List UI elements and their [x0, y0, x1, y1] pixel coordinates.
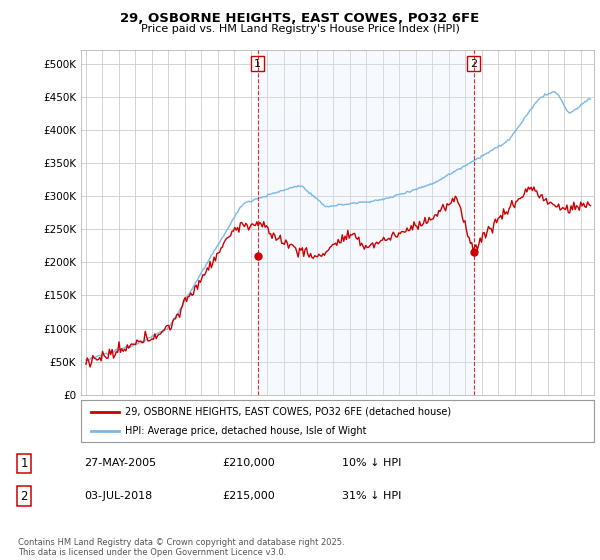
Text: 29, OSBORNE HEIGHTS, EAST COWES, PO32 6FE (detached house): 29, OSBORNE HEIGHTS, EAST COWES, PO32 6F… [125, 407, 451, 417]
Text: 2: 2 [20, 489, 28, 502]
Text: HPI: Average price, detached house, Isle of Wight: HPI: Average price, detached house, Isle… [125, 426, 366, 436]
Text: 1: 1 [20, 457, 28, 470]
Text: £210,000: £210,000 [222, 459, 275, 468]
Text: Contains HM Land Registry data © Crown copyright and database right 2025.
This d: Contains HM Land Registry data © Crown c… [18, 538, 344, 557]
Text: 27-MAY-2005: 27-MAY-2005 [84, 459, 156, 468]
Text: 31% ↓ HPI: 31% ↓ HPI [342, 491, 401, 501]
Text: 2: 2 [470, 59, 477, 69]
Text: 10% ↓ HPI: 10% ↓ HPI [342, 459, 401, 468]
Text: 03-JUL-2018: 03-JUL-2018 [84, 491, 152, 501]
Text: £215,000: £215,000 [222, 491, 275, 501]
Text: 1: 1 [254, 59, 261, 69]
Bar [257, 50, 473, 395]
Text: 29, OSBORNE HEIGHTS, EAST COWES, PO32 6FE: 29, OSBORNE HEIGHTS, EAST COWES, PO32 6F… [121, 12, 479, 25]
Text: Price paid vs. HM Land Registry's House Price Index (HPI): Price paid vs. HM Land Registry's House … [140, 24, 460, 34]
